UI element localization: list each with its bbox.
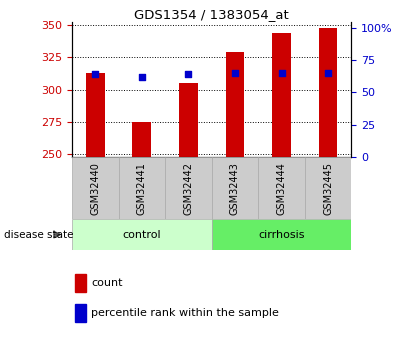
Title: GDS1354 / 1383054_at: GDS1354 / 1383054_at: [134, 8, 289, 21]
Point: [185, 71, 192, 77]
Text: GSM32443: GSM32443: [230, 162, 240, 215]
Bar: [75, 304, 86, 322]
Bar: [75, 274, 86, 292]
Bar: [165, 157, 212, 219]
Bar: [132, 122, 151, 157]
Text: GSM32442: GSM32442: [183, 162, 193, 215]
Text: disease state: disease state: [4, 230, 74, 239]
Bar: [258, 157, 305, 219]
Bar: [226, 52, 244, 157]
Text: GSM32441: GSM32441: [137, 162, 147, 215]
Bar: [72, 219, 212, 250]
Bar: [72, 157, 118, 219]
Point: [325, 70, 331, 76]
Bar: [179, 83, 198, 157]
Point: [232, 70, 238, 76]
Bar: [86, 73, 104, 157]
Text: percentile rank within the sample: percentile rank within the sample: [92, 308, 279, 318]
Bar: [272, 33, 291, 157]
Bar: [118, 157, 165, 219]
Bar: [212, 219, 351, 250]
Point: [278, 70, 285, 76]
Point: [92, 71, 99, 77]
Text: GSM32440: GSM32440: [90, 162, 100, 215]
Text: control: control: [122, 230, 161, 239]
Text: GSM32444: GSM32444: [277, 162, 286, 215]
Bar: [212, 157, 258, 219]
Point: [139, 74, 145, 79]
Text: cirrhosis: cirrhosis: [258, 230, 305, 239]
Text: count: count: [92, 278, 123, 288]
Bar: [305, 157, 351, 219]
Text: GSM32445: GSM32445: [323, 162, 333, 215]
Bar: [319, 28, 337, 157]
